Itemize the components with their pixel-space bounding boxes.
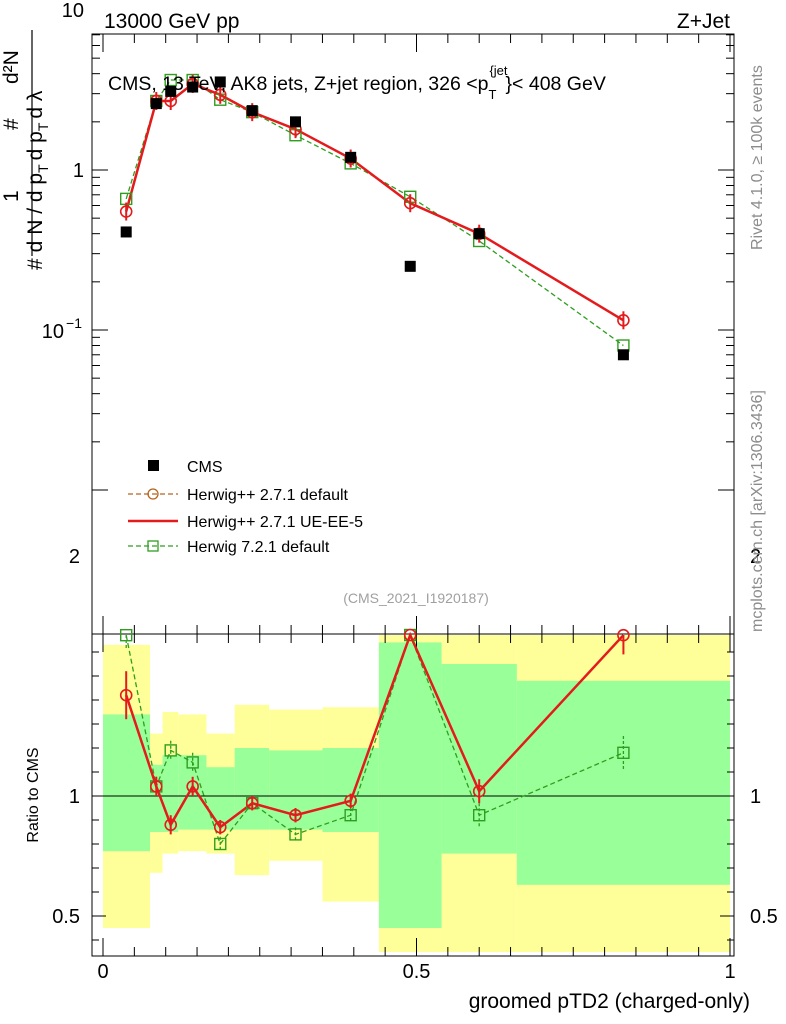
main-series xyxy=(119,73,630,361)
herwig271-default-line xyxy=(125,83,624,321)
ratio-herwig721-point xyxy=(473,809,486,822)
ratio-ueee5-point xyxy=(344,794,357,808)
ratio-ueee5-point xyxy=(403,628,417,642)
ratio-axis-ticks: 0 0.5 1 0.5 0.5 1 1 2 2 xyxy=(52,546,778,983)
side-rivet: Rivet 4.1.0, ≥ 100k events xyxy=(749,65,766,250)
chart-title: CMS, 13 TeV, AK8 jets, Z+jet region, 326… xyxy=(108,63,606,102)
side-rivet-text: Rivet 4.1.0, ≥ 100k events xyxy=(749,65,766,250)
legend-cms-marker xyxy=(148,460,159,471)
x-tick-label: 0.5 xyxy=(403,961,431,983)
main-ylabel-hash: # xyxy=(0,118,23,130)
cms-point xyxy=(150,98,162,110)
ratio-ytick-label: 1 xyxy=(69,786,80,808)
ratio-ueee5-point xyxy=(186,780,199,793)
cms-point xyxy=(120,226,132,238)
x-tick-label: 0 xyxy=(97,961,108,983)
legend-ueee5-label: Herwig++ 2.7.1 UE-EE-5 xyxy=(187,514,363,531)
ratio-herwig721-point xyxy=(186,756,199,769)
main-ytick-label-0.1-exp: −1 xyxy=(66,315,82,331)
legend-herwig721-marker xyxy=(147,540,159,552)
legend-herwig271-marker xyxy=(147,488,159,500)
main-ylabel-text: #d N / d pTd pTd λ xyxy=(24,90,51,270)
ratio-ytick-label-right: 2 xyxy=(750,546,761,568)
cms-point xyxy=(404,260,416,272)
ratio-ytick-label: 2 xyxy=(69,546,80,568)
header-left: 13000 GeV pp xyxy=(104,10,239,33)
watermark: (CMS_2021_I1920187) xyxy=(343,590,489,606)
ratio-ueee5-point xyxy=(213,820,227,834)
ratio-herwig721-point xyxy=(344,809,357,822)
legend-herwig271-label: Herwig++ 2.7.1 default xyxy=(187,487,349,504)
main-ytick-label-10: 10 xyxy=(62,0,84,22)
cms-point xyxy=(165,85,177,97)
herwig721-point xyxy=(164,73,177,87)
main-ylabel-d2n: d²N xyxy=(0,50,23,84)
ratio-herwig721-point xyxy=(164,744,177,757)
ratio-ueee5-point xyxy=(164,818,178,832)
herwig271-point xyxy=(213,88,227,102)
herwig271-point xyxy=(119,205,133,218)
band-inner-bin-9 xyxy=(441,664,517,854)
cms-point xyxy=(246,105,258,117)
cms-point xyxy=(617,349,629,361)
legend-herwig721-label: Herwig 7.2.1 default xyxy=(187,539,330,556)
ratio-ueee5-point xyxy=(119,688,133,702)
ratio-frame xyxy=(91,633,735,957)
ratio-herwig721-point xyxy=(617,746,630,759)
main-ytick-label-0.1: 10 xyxy=(42,321,64,343)
cms-point xyxy=(187,81,199,93)
legend: CMS Herwig++ 2.7.1 default Herwig++ 2.7.… xyxy=(128,459,363,556)
band-inner-bin-0 xyxy=(103,714,151,852)
main-ylabel-numerator: 1 xyxy=(0,190,23,202)
main-ytick-label-1: 1 xyxy=(73,160,84,182)
ratio-ylabel-text: Ratio to CMS xyxy=(25,747,42,842)
ratio-ueee5-point xyxy=(472,784,486,798)
ratio-ytick-label: 0.5 xyxy=(52,906,80,928)
ratio-herwig721-point xyxy=(289,828,302,841)
x-axis-label: groomed pTD2 (charged-only) xyxy=(469,990,750,1013)
cms-point xyxy=(214,76,226,88)
chart-title-sub: T xyxy=(489,87,497,102)
herwig271-ueee5-line xyxy=(124,82,625,322)
band-inner-bin-5 xyxy=(234,748,270,830)
legend-cms-label: CMS xyxy=(187,459,223,476)
cms-point xyxy=(345,151,357,163)
band-inner-bin-10 xyxy=(516,680,730,885)
side-site-text: mcplots.cern.ch [arXiv:1306.3436] xyxy=(749,390,766,632)
ratio-ytick-label-right: 0.5 xyxy=(750,906,778,928)
side-site: mcplots.cern.ch [arXiv:1306.3436] xyxy=(749,390,766,632)
cms-point xyxy=(289,116,301,128)
ratio-herwig721-point xyxy=(214,837,227,851)
ratio-series xyxy=(119,628,630,852)
ratio-ueee5-point xyxy=(245,796,259,810)
chart-title-end: }< 408 GeV xyxy=(506,73,606,95)
header-right: Z+Jet xyxy=(677,10,730,33)
x-tick-label: 1 xyxy=(724,961,735,983)
cms-point xyxy=(473,228,485,240)
ratio-ueee5-point xyxy=(149,780,163,793)
herwig271-point xyxy=(617,313,630,327)
ratio-bands xyxy=(92,635,734,952)
herwig271-point xyxy=(403,196,417,210)
chart-title-sup: {jet xyxy=(489,63,507,78)
chart-title-main: CMS, 13 TeV, AK8 jets, Z+jet region, 326… xyxy=(108,73,489,95)
ratio-ueee5-point xyxy=(289,808,302,822)
ratio-ytick-label-right: 1 xyxy=(750,786,761,808)
ratio-ueee5-point xyxy=(617,628,630,642)
ratio-ylabel: Ratio to CMS xyxy=(25,747,42,842)
ratio-herwig721-point xyxy=(119,629,133,642)
herwig721-line xyxy=(125,79,624,347)
main-ylabel: #d N / d pTd pTd λ 1 # d²N xyxy=(0,30,51,270)
